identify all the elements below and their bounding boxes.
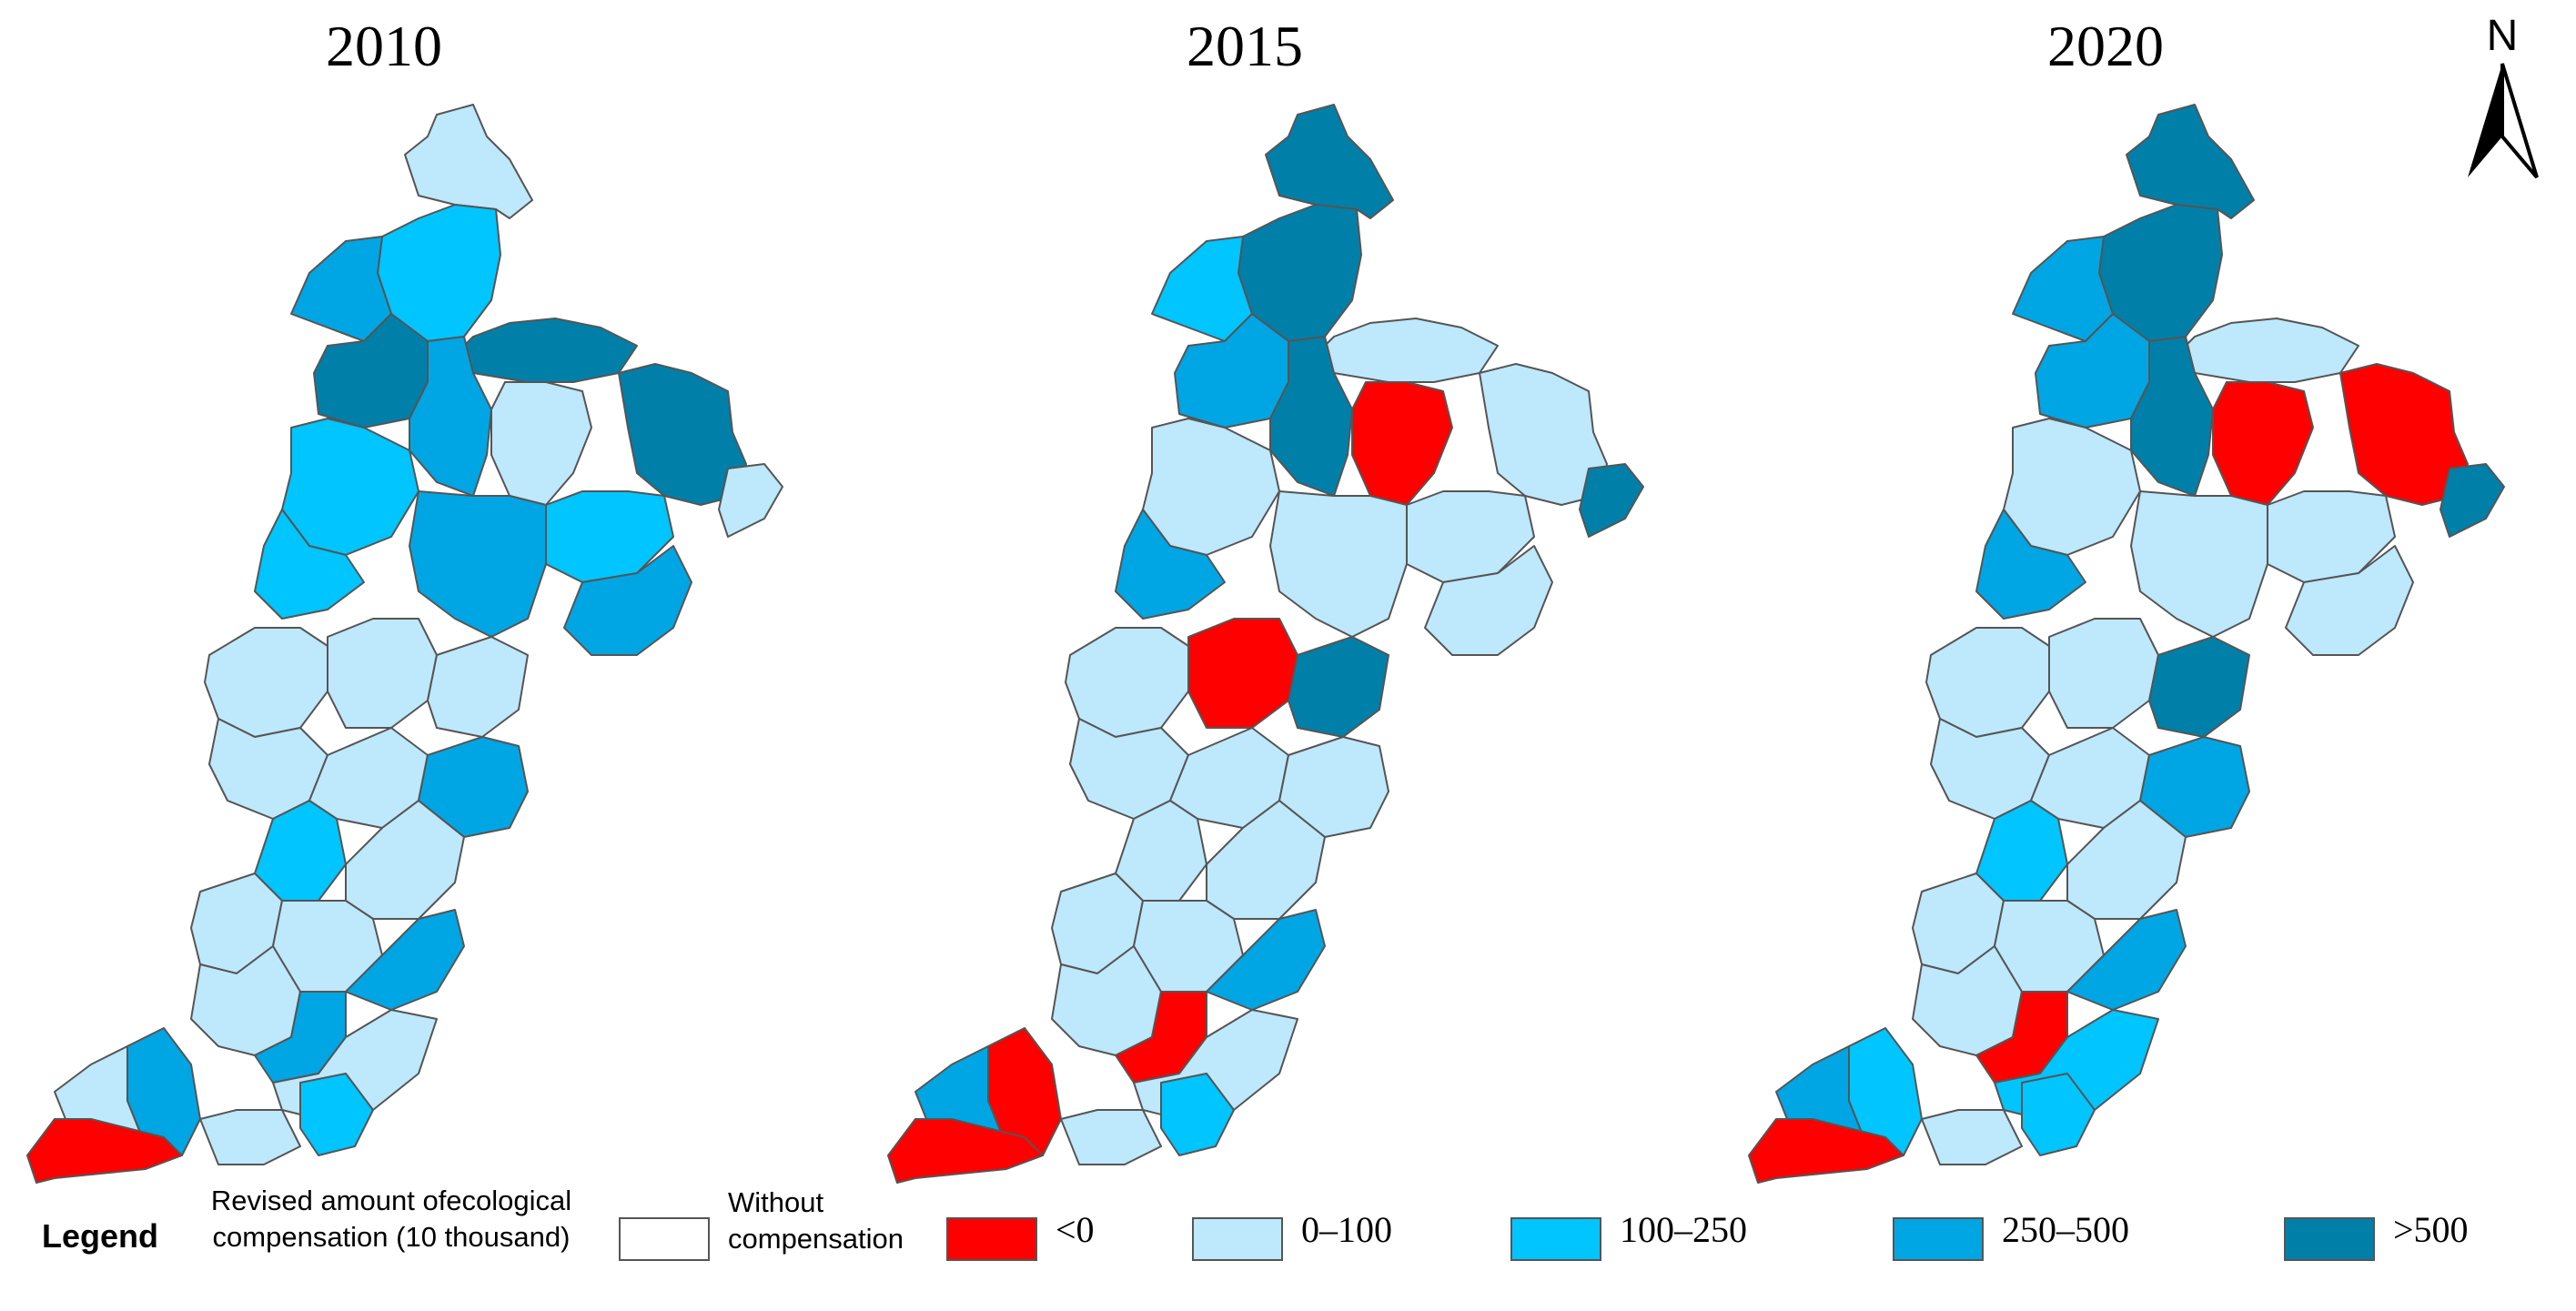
legend-label-0-100: 0–100	[1301, 1209, 1392, 1250]
region-w1	[2003, 418, 2141, 556]
region-s8	[299, 1073, 374, 1156]
legend-swatch-100-250	[1510, 1217, 1601, 1261]
legend-swatch-lt0	[946, 1217, 1037, 1261]
legend: Legend Revised amount ofecological compe…	[0, 1183, 2576, 1310]
legend-description: Revised amount ofecological compensation…	[210, 1185, 572, 1253]
region-m11	[345, 909, 465, 1011]
choropleth-maps	[26, 104, 2505, 1184]
region-e2	[1579, 463, 1644, 538]
region-c3	[2130, 490, 2268, 638]
legend-label-100-250: 100–250	[1620, 1209, 1747, 1250]
legend-title: Legend	[42, 1217, 159, 1255]
north-arrow-icon: N	[2468, 12, 2539, 179]
region-e2	[2440, 463, 2505, 538]
region-e2	[718, 463, 783, 538]
region-e3	[2285, 545, 2414, 656]
region-c1	[490, 381, 592, 506]
panel-title-2020: 2020	[2047, 14, 2164, 78]
region-m3	[1288, 636, 1389, 738]
map-panel-2015	[887, 104, 1644, 1184]
panel-title-2015: 2015	[1187, 14, 1303, 78]
region-m2	[327, 618, 438, 729]
region-c1	[1351, 381, 1453, 506]
region-n3	[290, 236, 392, 342]
region-m3	[427, 636, 529, 738]
region-c3	[409, 490, 547, 638]
region-w2	[1115, 509, 1226, 620]
region-n5	[1324, 318, 1499, 383]
region-n3	[2012, 236, 2114, 342]
region-s7	[1060, 1109, 1162, 1165]
region-m2	[1187, 618, 1298, 729]
region-s6	[26, 1118, 183, 1184]
region-c1	[2212, 381, 2314, 506]
region-s8	[2021, 1073, 2096, 1156]
legend-swatch-without	[619, 1217, 710, 1261]
region-s6	[1748, 1118, 1904, 1184]
legend-swatch-250-500	[1893, 1217, 1984, 1261]
region-s8	[1160, 1073, 1235, 1156]
legend-swatch-0-100	[1192, 1217, 1283, 1261]
region-c2	[1406, 490, 1535, 583]
region-w2	[1975, 509, 2086, 620]
region-c2	[545, 490, 674, 583]
region-w1	[1142, 418, 1280, 556]
region-e3	[563, 545, 692, 656]
region-m1	[1065, 627, 1189, 738]
region-m1	[204, 627, 328, 738]
region-m3	[2148, 636, 2250, 738]
region-e3	[1424, 545, 1553, 656]
region-w1	[281, 418, 419, 556]
region-n3	[1151, 236, 1253, 342]
legend-swatch-gt500	[2284, 1217, 2375, 1261]
region-w2	[254, 509, 365, 620]
map-panel-2020	[1748, 104, 2505, 1184]
region-n5	[2185, 318, 2359, 383]
legend-label-gt500: >500	[2393, 1209, 2469, 1250]
region-s7	[199, 1109, 301, 1165]
region-c2	[2267, 490, 2396, 583]
region-n1	[2126, 104, 2255, 219]
map-panel-2010	[26, 104, 783, 1184]
north-label: N	[2487, 12, 2519, 60]
region-m11	[1206, 909, 1326, 1011]
region-c3	[1269, 490, 1408, 638]
legend-label-250-500: 250–500	[2002, 1209, 2129, 1250]
region-m11	[2066, 909, 2187, 1011]
region-m1	[1925, 627, 2050, 738]
region-n1	[404, 104, 533, 219]
region-n5	[463, 318, 638, 383]
panel-title-2010: 2010	[326, 14, 442, 78]
region-n1	[1265, 104, 1394, 219]
region-s6	[887, 1118, 1044, 1184]
legend-label-lt0: <0	[1056, 1209, 1095, 1250]
region-s7	[1921, 1109, 2023, 1165]
region-m2	[2048, 618, 2159, 729]
legend-label-without: Without compensation	[728, 1186, 904, 1255]
